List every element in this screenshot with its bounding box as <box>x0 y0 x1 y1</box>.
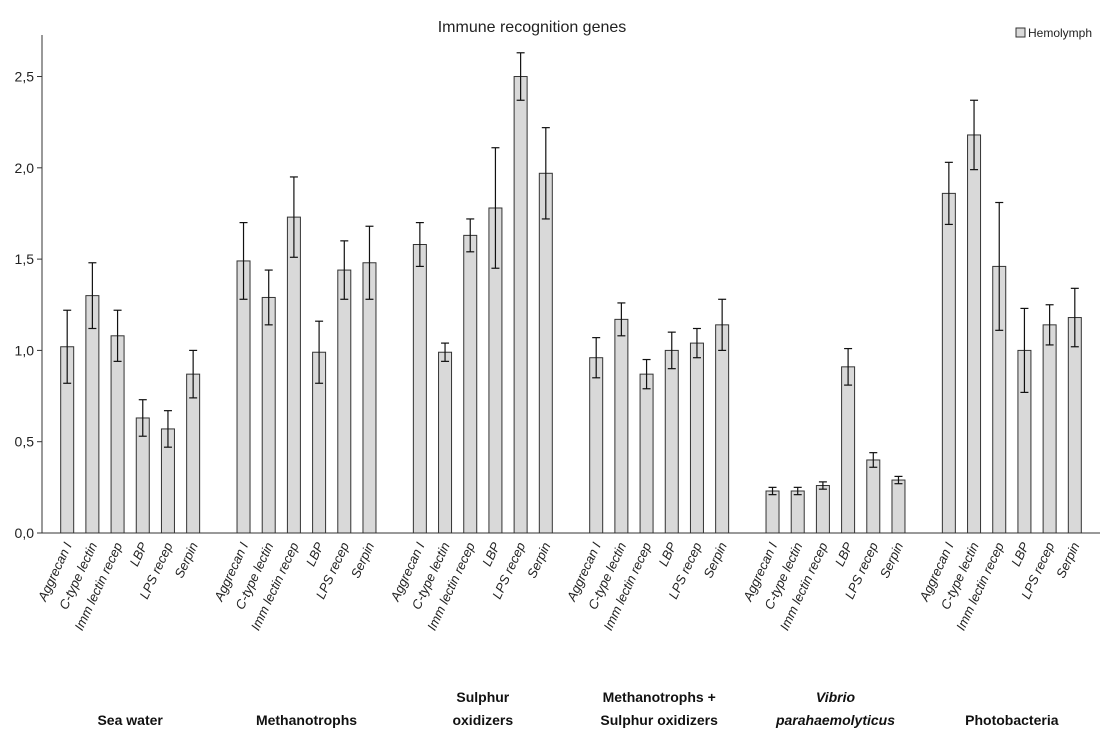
bar <box>236 260 251 534</box>
bar <box>1067 317 1082 534</box>
group-label: parahaemolyticus <box>775 712 895 728</box>
bar <box>362 262 377 534</box>
group-label: Methanotrophs <box>256 712 357 728</box>
bar <box>639 373 654 534</box>
x-tick-label: LBP <box>126 540 150 569</box>
bar <box>790 490 805 534</box>
legend: Hemolymph <box>1015 26 1092 40</box>
bar <box>85 295 100 534</box>
bar <box>337 269 352 534</box>
bar <box>110 335 125 534</box>
bars <box>60 52 1082 534</box>
bar <box>1042 324 1057 534</box>
x-tick-label: Serpin <box>171 540 200 580</box>
x-tick-label: LBP <box>303 540 327 569</box>
bar <box>689 342 704 534</box>
bar <box>866 459 881 534</box>
bar <box>261 296 276 534</box>
group-label: Sea water <box>97 712 163 728</box>
group-label: Sulphur oxidizers <box>600 712 718 728</box>
chart-title: Immune recognition genes <box>438 19 627 36</box>
group-label: Photobacteria <box>965 712 1059 728</box>
x-tick-label: Serpin <box>348 540 377 580</box>
x-tick-label: LBP <box>479 540 503 569</box>
bar <box>463 234 478 534</box>
legend-swatch <box>1015 27 1026 38</box>
bar <box>967 134 982 534</box>
x-tick-label: LBP <box>832 540 856 569</box>
x-tick-label: Serpin <box>1053 540 1082 580</box>
bar <box>891 479 906 534</box>
y-tick-label: 0,0 <box>15 525 35 541</box>
y-tick-label: 2,5 <box>15 69 35 85</box>
x-tick-label: Serpin <box>524 540 553 580</box>
y-tick-label: 0,5 <box>15 434 35 450</box>
y-tick-label: 2,0 <box>15 160 35 176</box>
bar <box>589 357 604 534</box>
x-tick-label: Serpin <box>700 540 729 580</box>
y-tick-label: 1,0 <box>15 342 35 358</box>
x-tick-label: LBP <box>1008 540 1032 569</box>
x-tick-label: Serpin <box>877 540 906 580</box>
bar <box>765 490 780 534</box>
bar <box>664 349 679 534</box>
bar <box>941 192 956 534</box>
bar <box>614 318 629 534</box>
bar <box>412 244 427 534</box>
legend-label: Hemolymph <box>1028 26 1092 40</box>
bar <box>438 351 453 534</box>
bar <box>815 485 830 534</box>
group-label: oxidizers <box>452 712 513 728</box>
x-tick-label: LBP <box>655 540 679 569</box>
bar <box>286 216 301 534</box>
bar <box>513 76 528 534</box>
group-label: Vibrio <box>816 689 856 705</box>
bar <box>715 324 730 534</box>
bar <box>841 366 856 534</box>
group-labels: Sea water Methanotrophs Sulphur oxidizers Me… <box>97 689 1058 728</box>
y-tick-label: 1,5 <box>15 251 35 267</box>
group-label: Methanotrophs + <box>603 689 716 705</box>
bar <box>538 172 553 534</box>
y-axis: 0,0 0,5 1,0 1,5 2,0 2,5 <box>15 35 1100 541</box>
group-label: Sulphur <box>456 689 509 705</box>
